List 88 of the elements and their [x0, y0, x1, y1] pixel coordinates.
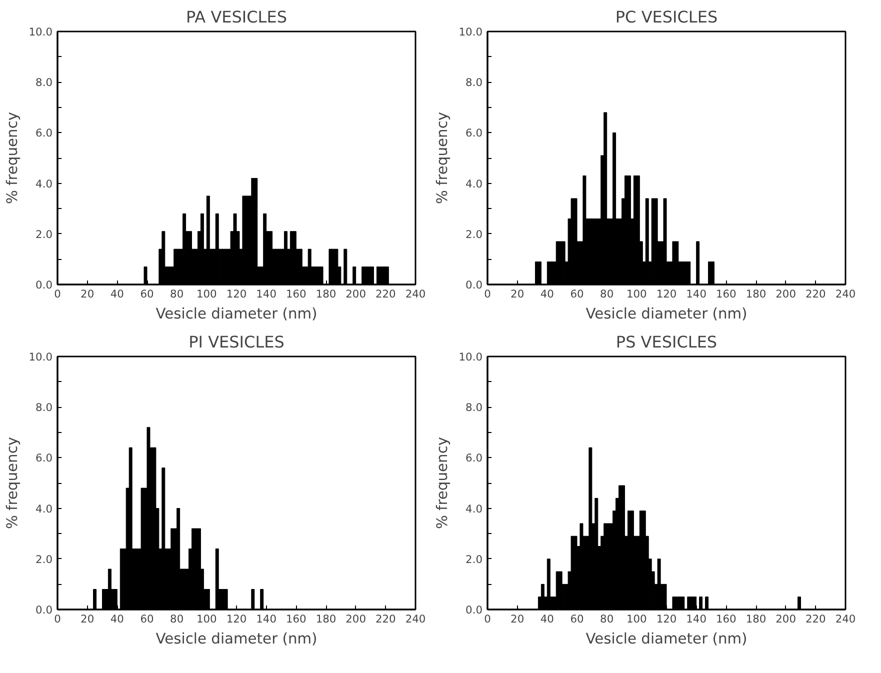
y-tick-label: 0.0 [36, 604, 53, 616]
x-tick-label: 140 [256, 288, 277, 300]
x-tick-label: 160 [716, 288, 737, 300]
x-axis-title: Vesicle diameter (nm) [586, 306, 748, 322]
x-tick-label: 140 [686, 612, 707, 626]
x-tick-label: 160 [716, 612, 737, 626]
y-tick-label: 2.0 [36, 552, 53, 566]
x-tick-label: 20 [510, 612, 524, 626]
x-tick-label: 180 [746, 288, 766, 300]
y-tick-label: 8.0 [36, 401, 53, 414]
x-tick-label: 200 [776, 612, 796, 626]
x-tick-label: 60 [570, 612, 584, 626]
x-tick-label: 240 [405, 612, 426, 626]
y-tick-label: 6.0 [466, 126, 483, 140]
x-tick-label: 220 [805, 612, 826, 626]
x-axis-title: Vesicle diameter (nm) [156, 630, 318, 648]
y-tick-label: 6.0 [466, 452, 483, 465]
y-tick-label: 4.0 [36, 502, 53, 516]
y-tick-label: 0.0 [36, 278, 53, 292]
x-tick-label: 80 [600, 288, 614, 300]
x-tick-label: 240 [405, 288, 426, 300]
y-tick-label: 2.0 [466, 228, 483, 241]
y-tick-label: 4.0 [466, 177, 483, 190]
x-tick-label: 40 [110, 288, 124, 300]
x-tick-label: 200 [346, 288, 366, 300]
y-axis-title: % frequency [434, 112, 451, 204]
chart-title: PA VESICLES [186, 8, 287, 26]
x-tick-label: 80 [600, 612, 614, 626]
x-tick-label: 20 [80, 612, 94, 626]
x-tick-label: 100 [196, 612, 218, 626]
y-tick-label: 10.0 [28, 350, 53, 364]
x-tick-label: 40 [540, 612, 554, 626]
x-tick-label: 100 [196, 288, 218, 300]
x-tick-label: 80 [170, 288, 184, 300]
y-tick-label: 10.0 [458, 26, 483, 38]
x-axis-title: Vesicle diameter (nm) [586, 630, 748, 648]
y-tick-label: 8.0 [466, 401, 483, 414]
x-tick-label: 180 [316, 288, 336, 300]
x-tick-label: 220 [805, 288, 826, 300]
y-tick-label: 4.0 [466, 502, 483, 516]
x-tick-label: 120 [656, 612, 677, 626]
x-tick-label: 220 [375, 612, 396, 626]
x-tick-label: 180 [746, 612, 766, 626]
chart-title: PS VESICLES [616, 332, 718, 352]
x-tick-label: 240 [835, 612, 856, 626]
x-tick-label: 200 [346, 612, 366, 626]
y-tick-label: 4.0 [36, 177, 53, 190]
x-tick-label: 60 [570, 288, 584, 300]
x-tick-label: 100 [626, 288, 648, 300]
x-tick-label: 0 [484, 612, 492, 626]
x-tick-label: 140 [256, 612, 277, 626]
y-axis-title: % frequency [434, 436, 451, 530]
x-tick-label: 100 [626, 612, 648, 626]
x-tick-label: 60 [140, 612, 154, 626]
x-tick-label: 80 [170, 612, 184, 626]
x-tick-label: 20 [510, 288, 524, 300]
y-tick-label: 2.0 [466, 552, 483, 566]
x-axis-title: Vesicle diameter (nm) [156, 306, 318, 322]
x-tick-label: 20 [80, 288, 94, 300]
x-tick-label: 220 [375, 288, 396, 300]
x-tick-label: 160 [286, 612, 307, 626]
y-tick-label: 6.0 [36, 126, 53, 140]
x-tick-label: 120 [656, 288, 677, 300]
x-tick-label: 180 [316, 612, 336, 626]
x-tick-label: 0 [484, 288, 492, 300]
chart-title: PC VESICLES [615, 8, 718, 26]
y-tick-label: 6.0 [36, 452, 53, 465]
y-tick-label: 2.0 [36, 228, 53, 241]
x-tick-label: 60 [140, 288, 154, 300]
chart-title: PI VESICLES [188, 332, 284, 352]
x-tick-label: 40 [110, 612, 124, 626]
x-tick-label: 240 [835, 288, 856, 300]
y-axis-title: % frequency [4, 436, 21, 530]
x-tick-label: 40 [540, 288, 554, 300]
y-tick-label: 8.0 [36, 76, 53, 90]
y-tick-label: 10.0 [28, 26, 53, 38]
y-tick-label: 0.0 [466, 604, 483, 616]
x-tick-label: 200 [776, 288, 796, 300]
x-tick-label: 0 [54, 288, 62, 300]
x-tick-label: 140 [686, 288, 707, 300]
y-tick-label: 8.0 [466, 76, 483, 90]
x-tick-label: 160 [286, 288, 307, 300]
y-tick-label: 0.0 [466, 278, 483, 292]
y-axis-title: % frequency [4, 112, 21, 204]
x-tick-label: 0 [54, 612, 62, 626]
x-tick-label: 120 [226, 288, 247, 300]
x-tick-label: 120 [226, 612, 247, 626]
y-tick-label: 10.0 [458, 350, 483, 364]
